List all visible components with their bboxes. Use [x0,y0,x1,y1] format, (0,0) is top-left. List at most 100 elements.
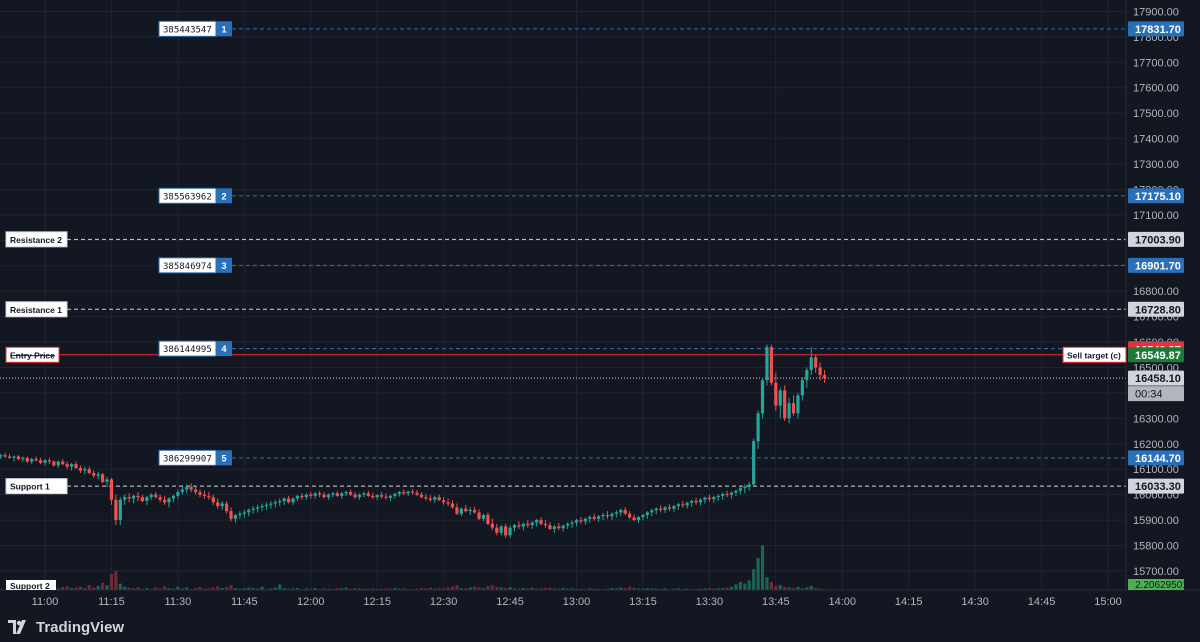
volume-bar [539,588,543,590]
candle-body [442,500,446,503]
volume-bar [698,588,703,590]
candle-body [313,493,317,496]
volume-bar [495,586,499,590]
candle-body [145,497,149,501]
volume-bar [818,588,822,590]
volume-bar [61,587,65,590]
time-tick-label: 11:00 [32,596,59,608]
volume-bar [632,587,636,590]
candle-body [402,492,406,494]
candle-body [202,494,207,496]
price-tick-label: 16800.00 [1133,286,1179,298]
candle-body [233,514,238,519]
candle-body [473,509,477,513]
volume-bar [685,588,689,590]
candle-body [83,469,87,471]
candle-body [140,497,145,501]
candle-body [486,514,490,524]
volume-bar [313,588,317,590]
candle-body [167,498,171,503]
volume-bar [552,588,556,590]
volume-bar [87,585,91,590]
candle-body [783,390,787,419]
candle-body [96,474,100,476]
price-tick-label: 15700.00 [1133,566,1179,578]
volume-bar [357,588,362,590]
candle-body [681,504,685,506]
volume-bar [610,588,614,590]
candle-body [433,497,437,500]
sell-target-label: Sell target (c) [1067,350,1121,360]
candle-body [747,484,751,488]
candle-body [597,516,601,519]
volume-bar [543,588,548,590]
volume-bar [663,588,667,590]
candle-body [282,498,286,501]
volume-bar [295,588,300,590]
candle-body [495,527,499,533]
volume-bar [437,588,441,590]
candle-body [65,464,69,467]
candle-body [21,457,25,460]
volume-bar [805,587,809,590]
line-labels[interactable]: 385443547 1 385563962 2 385846974 3 386144995 4… [5,20,1127,591]
candle-body [295,495,300,499]
volume-bar [118,583,122,590]
volume-bar [752,569,756,590]
candle-body [229,511,233,519]
volume-bar [672,588,676,590]
candle-body [118,499,122,521]
order-num-badge-bg [216,21,232,37]
volume-bar [269,588,273,590]
candle-body [636,517,641,521]
volume-bar [787,587,791,590]
price-tick-label: 17500.00 [1133,108,1179,120]
price-chart[interactable]: 15700.0015800.0015900.0016000.0016100.00… [0,0,1200,612]
order-num-badge: 5 [221,453,226,463]
candle-body [198,492,202,495]
volume-bar [623,588,627,590]
price-axis-tags: 17831.7017175.1016901.7016574.2016144.70… [1128,21,1188,591]
candle-body [322,494,326,498]
volume-bar [442,588,446,590]
candle-body [52,461,56,466]
candle-body [207,495,211,498]
time-tick-label: 15:00 [1094,596,1122,608]
candle-body [331,493,335,495]
candle-body [384,496,388,498]
candle-body [375,495,379,498]
candle-body [131,495,136,499]
price-tick-label: 17100.00 [1133,210,1179,222]
candle-body [814,357,818,368]
time-tick-label: 12:30 [430,596,458,608]
candle-body [468,509,472,512]
level-price-tag: 16033.30 [1135,481,1181,493]
candle-body [592,517,596,519]
volume-bar [233,588,238,590]
time-axis[interactable]: 11:00 11:15 11:30 11:45 12:00 12:15 12:30 12:45… [32,596,1122,608]
volume-bar [74,587,78,590]
volume-bar [716,588,720,590]
volume-bar [273,587,277,590]
volume-bar [486,586,490,590]
time-tick-label: 14:30 [961,596,989,608]
last-price-tag-bg [1128,370,1184,386]
volume-bar [747,580,751,590]
tradingview-logo-icon [8,620,30,634]
volume-bar [335,588,339,590]
candle-body [765,347,769,381]
candle-body [734,490,738,493]
candle-body [69,464,74,467]
candle-body [309,494,313,496]
candle-body [557,526,561,529]
candle-body [548,525,552,529]
candle-body [158,497,162,500]
candle-body [654,508,658,511]
candle-body [530,522,534,526]
entry-label-bg [5,346,60,363]
order-id-label: 385443547 [163,25,212,35]
volume-bar [158,588,162,590]
candle-body [388,495,393,498]
time-tick-label: 11:45 [231,596,258,608]
tradingview-brand[interactable]: TradingView [8,616,124,638]
